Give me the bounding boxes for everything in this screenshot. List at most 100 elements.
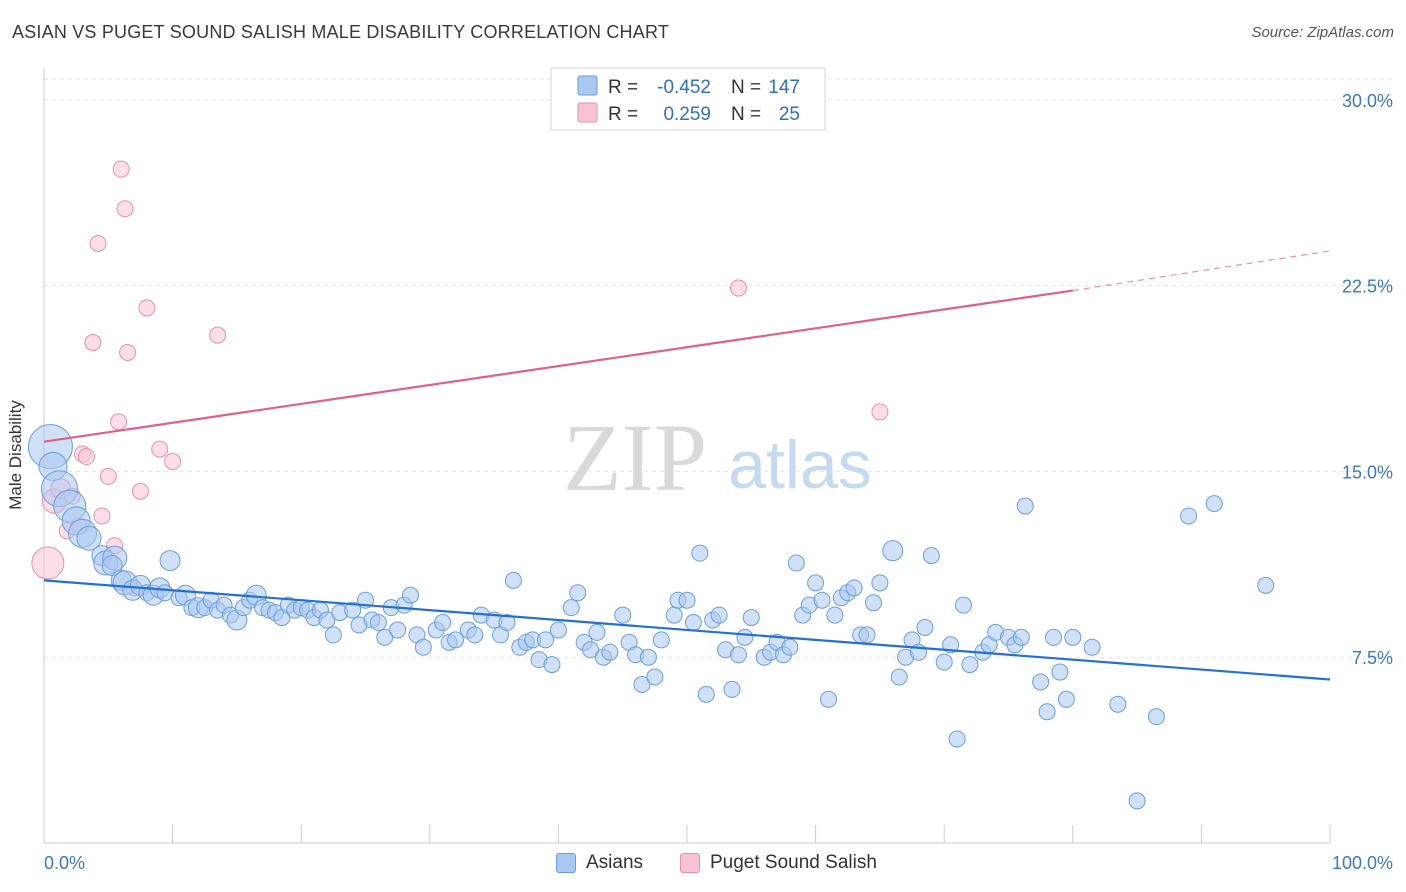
legend-n-value-2: 25 [779, 104, 800, 125]
legend-bottom: Asians Puget Sound Salish [0, 852, 1406, 878]
asians-point-123 [890, 668, 908, 686]
legend-label-asians: Asians [586, 852, 644, 873]
asians-point-77 [569, 584, 587, 602]
asians-point-112 [813, 591, 831, 609]
trend-line-puget [43, 289, 1073, 443]
asians-point-6 [76, 525, 102, 551]
asians-point-87 [639, 648, 657, 666]
puget-point-22 [209, 326, 227, 344]
y-tick-label-0: 7.5% [1352, 648, 1393, 668]
y-tick-label-3: 30.0% [1342, 91, 1393, 111]
asians-point-145 [1057, 690, 1075, 708]
tick-labels: 7.5% 15.0% 22.5% 30.0% 0.0% 100.0% [44, 91, 1393, 873]
asians-point-76 [562, 599, 580, 617]
puget-point-13 [110, 413, 128, 431]
asians-point-128 [922, 547, 940, 565]
watermark-zip: ZIP [563, 404, 707, 511]
x-tick-label-0: 0.0% [44, 853, 85, 873]
asians-point-53 [389, 621, 407, 639]
asians-point-97 [710, 606, 728, 624]
asians-point-57 [414, 638, 432, 656]
asians-point-59 [434, 614, 452, 632]
asians-point-51 [376, 628, 394, 646]
asians-point-107 [781, 638, 799, 656]
asians-point-133 [961, 656, 979, 674]
legend-n-label-2: N = [731, 104, 761, 125]
asians-point-121 [871, 574, 889, 592]
legend-n-label-1: N = [731, 77, 761, 98]
asians-point-46 [344, 601, 362, 619]
chart-title: ASIAN VS PUGET SOUND SALISH MALE DISABIL… [12, 22, 670, 42]
asians-point-99 [723, 680, 741, 698]
asians-point-122 [882, 540, 904, 562]
trend-line-asians [43, 579, 1331, 681]
asians-point-73 [537, 631, 555, 649]
asians-point-75 [549, 621, 567, 639]
asians-point-19 [159, 550, 181, 572]
puget-point-0 [31, 546, 65, 580]
asians-point-151 [1180, 507, 1198, 525]
puget-point-20 [151, 440, 169, 458]
asians-point-120 [864, 594, 882, 612]
asians-point-132 [954, 596, 972, 614]
asians-point-139 [1012, 628, 1030, 646]
x-tick-label-1: 100.0% [1332, 853, 1393, 873]
asians-point-130 [942, 636, 960, 654]
asians-point-142 [1038, 703, 1056, 721]
asians-point-108 [787, 554, 805, 572]
asians-point-140 [1016, 497, 1034, 515]
asians-point-131 [948, 730, 966, 748]
asians-point-61 [447, 631, 465, 649]
series-puget-sound-salish [31, 160, 889, 597]
y-tick-label-1: 15.0% [1342, 462, 1393, 482]
puget-point-10 [93, 507, 111, 525]
chart-source: Source: ZipAtlas.com [1251, 24, 1394, 41]
asians-point-152 [1205, 495, 1223, 513]
legend-r-label-2: R = [608, 104, 638, 125]
legend-top: R = -0.452 N = 147 R = 0.259 N = 25 [550, 67, 826, 131]
asians-point-83 [614, 606, 632, 624]
asians-point-18 [156, 584, 174, 602]
y-tick-label-2: 22.5% [1342, 277, 1393, 297]
asians-point-141 [1032, 673, 1050, 691]
asians-point-147 [1083, 638, 1101, 656]
asians-point-111 [807, 574, 825, 592]
puget-point-18 [131, 482, 149, 500]
asians-point-82 [601, 643, 619, 661]
asians-point-86 [633, 675, 651, 693]
series-asians [27, 424, 1275, 810]
asians-point-88 [646, 668, 664, 686]
asians-point-74 [543, 656, 561, 674]
legend-n-value-1: 147 [768, 77, 800, 98]
grid-lines [44, 78, 1394, 658]
legend-r-value-2: 0.259 [663, 104, 711, 125]
y-axis-label: Male Disability [6, 400, 25, 510]
asians-point-101 [736, 628, 754, 646]
legend-swatch-asians-bottom [556, 853, 576, 873]
puget-point-15 [116, 200, 134, 218]
asians-point-148 [1109, 695, 1127, 713]
asians-point-67 [498, 614, 516, 632]
puget-point-9 [89, 234, 107, 252]
puget-point-8 [84, 334, 102, 352]
asians-point-43 [318, 611, 336, 629]
asians-point-63 [466, 626, 484, 644]
legend-r-value-1: -0.452 [657, 77, 711, 98]
asians-point-94 [691, 544, 709, 562]
legend-swatch-puget-bottom [680, 853, 700, 873]
puget-point-16 [119, 343, 137, 361]
asians-point-55 [402, 586, 420, 604]
asians-point-153 [1257, 576, 1275, 594]
asians-point-93 [684, 614, 702, 632]
asians-point-143 [1045, 628, 1063, 646]
legend-item-asians: Asians [556, 852, 643, 874]
asians-point-150 [1147, 708, 1165, 726]
asians-point-102 [742, 609, 760, 627]
legend-swatch-asians [577, 75, 598, 96]
legend-label-puget: Puget Sound Salish [710, 852, 877, 873]
asians-point-149 [1128, 792, 1146, 810]
puget-point-24 [871, 403, 889, 421]
asians-point-89 [652, 631, 670, 649]
puget-point-23 [729, 279, 747, 297]
